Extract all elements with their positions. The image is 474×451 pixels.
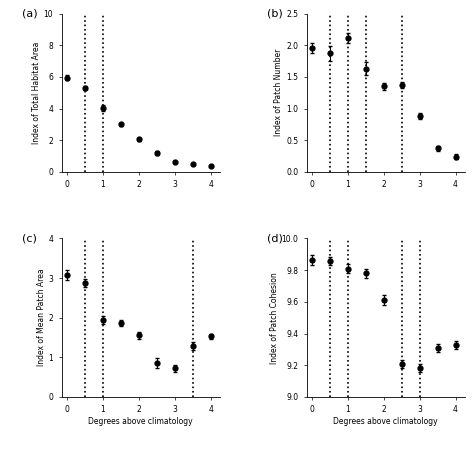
Text: (a): (a): [22, 9, 38, 19]
X-axis label: Degrees above climatology: Degrees above climatology: [88, 417, 193, 426]
Text: (b): (b): [267, 9, 283, 19]
Y-axis label: Index of Patch Number: Index of Patch Number: [274, 49, 283, 136]
Y-axis label: Index of Patch Cohesion: Index of Patch Cohesion: [270, 272, 279, 364]
Text: (c): (c): [22, 234, 37, 244]
Text: (d): (d): [267, 234, 283, 244]
Y-axis label: Index of Total Habitat Area: Index of Total Habitat Area: [32, 41, 41, 144]
Y-axis label: Index of Mean Patch Area: Index of Mean Patch Area: [36, 269, 46, 367]
X-axis label: Degrees above climatology: Degrees above climatology: [333, 417, 438, 426]
